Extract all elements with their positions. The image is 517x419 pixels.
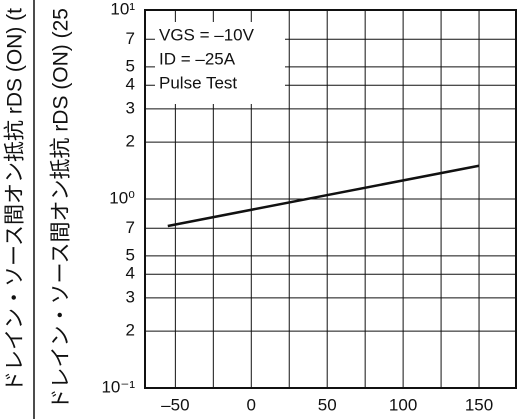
y-tick-label: 3 bbox=[126, 98, 135, 117]
x-tick-label: –50 bbox=[161, 395, 189, 414]
y-tick-label: 7 bbox=[126, 218, 135, 237]
y-tick-label: 4 bbox=[126, 264, 135, 283]
annotation: ID = –25A bbox=[159, 49, 236, 68]
y-tick-label: 5 bbox=[126, 56, 135, 75]
x-tick-label: 0 bbox=[247, 395, 256, 414]
annotation-box bbox=[155, 22, 285, 104]
y-tick-label: 5 bbox=[126, 245, 135, 264]
x-tick-label: 100 bbox=[389, 395, 417, 414]
y-tick-label: 7 bbox=[126, 29, 135, 48]
annotation: Pulse Test bbox=[159, 73, 237, 92]
y-tick-label: 10⁻¹ bbox=[101, 377, 135, 396]
y-tick-label: 10⁰ bbox=[109, 188, 135, 207]
y-tick-label: 10¹ bbox=[110, 0, 135, 18]
y-tick-label: 4 bbox=[126, 75, 135, 94]
y-tick-label: 2 bbox=[126, 132, 135, 151]
plot-frame bbox=[144, 9, 517, 389]
x-tick-label: 150 bbox=[465, 395, 493, 414]
y-axis-label: ドレイン・ソース間オン抵抗 rDS (ON) (t bbox=[4, 8, 27, 392]
y-tick-label: 3 bbox=[126, 287, 135, 306]
data-line bbox=[167, 164, 480, 228]
y-tick-label: 2 bbox=[126, 321, 135, 340]
annotation: VGS = –10V bbox=[159, 25, 255, 44]
x-tick-label: 50 bbox=[318, 395, 337, 414]
y-axis-label: ドレイン・ソース間オン抵抗 rDS (ON) (25 bbox=[50, 8, 73, 409]
